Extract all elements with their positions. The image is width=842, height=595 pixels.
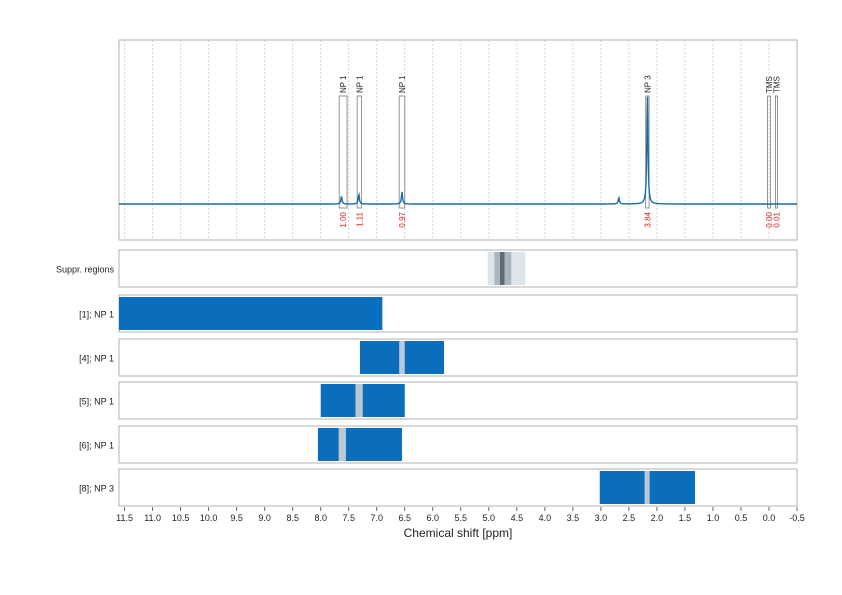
x-tick-label: 1.0 — [707, 513, 720, 523]
range-gap — [338, 428, 346, 461]
x-axis-label: Chemical shift [ppm] — [404, 526, 513, 540]
x-tick-label: 4.0 — [539, 513, 552, 523]
peak-label: NP 1 — [355, 75, 364, 93]
track-row: [1]; NP 1 — [79, 294, 798, 333]
x-tick-label: -0.5 — [789, 513, 805, 523]
integral-value: 1.00 — [339, 211, 348, 227]
x-tick-label: 4.5 — [511, 513, 524, 523]
track-row: [6]; NP 1 — [79, 425, 798, 464]
x-tick-label: 2.0 — [651, 513, 664, 523]
track-label: [8]; NP 3 — [79, 484, 114, 494]
x-tick-label: 9.0 — [258, 513, 271, 523]
peak-annotation-box — [356, 95, 363, 209]
x-tick-label: 10.0 — [200, 513, 218, 523]
track-frame — [118, 468, 798, 507]
range-gap — [644, 471, 650, 504]
spectrum-panel — [118, 39, 798, 241]
track-frame — [118, 425, 798, 464]
annotation-boxes — [338, 95, 778, 209]
track-label: [4]; NP 1 — [79, 354, 114, 364]
x-axis: 11.5 11.0 10.5 10.0 9.5 9.0 8.5 8.0 7.5 7.0 6.5 6.0… — [116, 507, 805, 523]
track-row: Suppr. regions — [56, 249, 798, 288]
x-tick-label: 5.5 — [455, 513, 468, 523]
range-bar — [119, 297, 383, 330]
x-tick-label: 9.5 — [230, 513, 243, 523]
x-tick-label: 0.0 — [763, 513, 776, 523]
grid-lines — [124, 40, 798, 240]
peak-label: TMS — [772, 76, 781, 93]
x-tick-label: 8.0 — [314, 513, 327, 523]
integral-value: 0.00 — [765, 211, 774, 227]
x-tick-label: 3.0 — [595, 513, 608, 523]
peak-label: NP 3 — [643, 75, 652, 93]
track-frame — [118, 249, 798, 288]
x-tick-label: 5.0 — [483, 513, 496, 523]
x-tick-label: 10.5 — [172, 513, 190, 523]
spectrum-line — [119, 96, 797, 205]
track-label: [5]; NP 1 — [79, 397, 114, 407]
integral-value: 1.11 — [355, 211, 364, 227]
x-tick-label: 8.5 — [286, 513, 299, 523]
peak-annotation-box — [767, 95, 771, 209]
track-row: [8]; NP 3 — [79, 468, 798, 507]
track-label: [6]; NP 1 — [79, 441, 114, 451]
tracks: Suppr. regions [1]; NP 1 [4]; NP 1 [5]; NP … — [56, 249, 798, 507]
x-tick-label: 7.0 — [370, 513, 383, 523]
peak-label: NP 1 — [339, 75, 348, 93]
x-tick-label: 6.0 — [427, 513, 440, 523]
peak-annotation-box — [645, 95, 650, 209]
peak-annotation-box — [775, 95, 778, 209]
x-tick-label: 11.5 — [116, 513, 133, 523]
x-tick-label: 1.5 — [679, 513, 692, 523]
track-frame — [118, 338, 798, 377]
integral-value: 0.97 — [398, 211, 407, 227]
integral-value: 0.01 — [772, 211, 781, 227]
integral-labels: 1.00 1.11 0.97 3.84 0.000.01 — [339, 211, 781, 227]
track-frame — [118, 381, 798, 420]
x-tick-label: 2.5 — [623, 513, 636, 523]
peak-label: TMS — [765, 76, 774, 93]
range-gap — [355, 384, 363, 417]
x-tick-label: 6.5 — [399, 513, 412, 523]
track-label: Suppr. regions — [56, 265, 115, 275]
integral-value: 3.84 — [643, 211, 652, 227]
x-tick-label: 0.5 — [735, 513, 748, 523]
peak-annotation-box — [398, 95, 406, 209]
peak-annotation-box — [338, 95, 348, 209]
track-label: [1]; NP 1 — [79, 310, 114, 320]
track-row: [4]; NP 1 — [79, 338, 798, 377]
range-gap — [399, 341, 405, 374]
suppression-core — [500, 252, 505, 285]
x-tick-label: 11.0 — [144, 513, 161, 523]
range-bar — [317, 428, 402, 461]
x-tick-label: 7.5 — [342, 513, 355, 523]
x-tick-label: 3.5 — [567, 513, 580, 523]
track-row: [5]; NP 1 — [79, 381, 798, 420]
peak-label: NP 1 — [398, 75, 407, 93]
